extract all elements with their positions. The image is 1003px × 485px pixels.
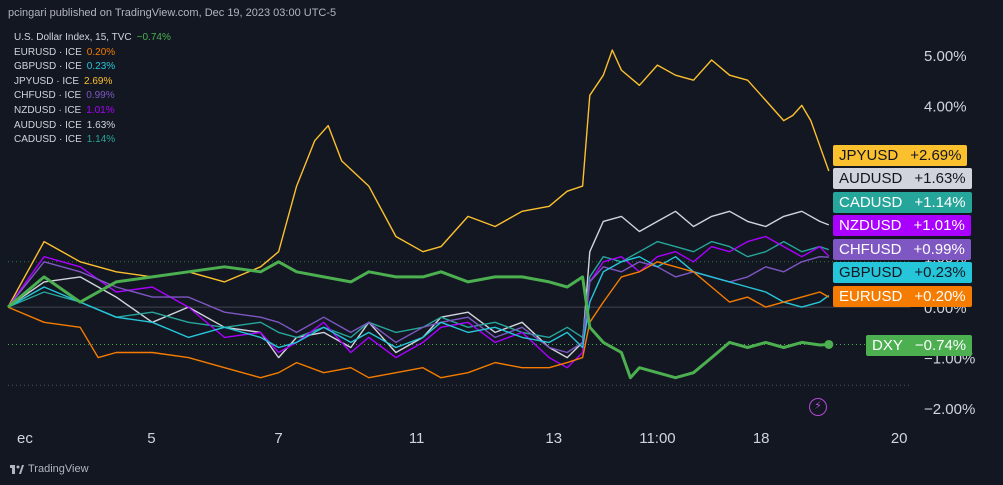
legend-item-audusd[interactable]: AUDUSD · ICE 1.63% xyxy=(14,119,171,134)
price-tag-name: AUDUSD xyxy=(839,170,903,187)
legend-item-chfusd[interactable]: CHFUSD · ICE 0.99% xyxy=(14,89,171,104)
series-legend: U.S. Dollar Index, 15, TVC −0.74% EURUSD ·… xyxy=(14,31,171,148)
legend-value: 1.14% xyxy=(86,134,116,146)
x-tick-label: 18 xyxy=(753,430,770,447)
series-line-eurusd xyxy=(7,261,830,379)
price-tag-gbpusd[interactable]: GBPUSD +0.23% xyxy=(833,262,972,283)
legend-label: CADUSD · ICE xyxy=(14,134,82,146)
price-tag-value: +1.14% xyxy=(914,194,966,211)
price-tag-value: +0.23% xyxy=(914,264,966,281)
price-tag-chfusd[interactable]: CHFUSD +0.99% xyxy=(833,239,971,260)
price-tag-value: +1.63% xyxy=(914,170,966,187)
x-tick-label: 7 xyxy=(274,430,282,447)
legend-value: 1.01% xyxy=(86,104,115,116)
legend-value: −0.74% xyxy=(136,32,171,43)
series-line-gbpusd xyxy=(7,256,830,349)
legend-value: 0.99% xyxy=(86,90,115,102)
y-tick-label: −2.00% xyxy=(924,401,975,418)
price-tag-name: NZDUSD xyxy=(839,217,902,234)
x-tick-label: 20 xyxy=(891,430,908,447)
series-line-audusd xyxy=(7,210,830,359)
legend-item-eurusd[interactable]: EURUSD · ICE 0.20% xyxy=(14,46,171,61)
price-tag-name: DXY xyxy=(872,337,903,354)
tradingview-icon xyxy=(10,464,24,474)
price-tag-value: +2.69% xyxy=(910,147,962,164)
x-tick-label: 11 xyxy=(409,430,425,447)
price-tag-name: GBPUSD xyxy=(839,264,903,281)
price-tag-name: CHFUSD xyxy=(839,241,902,258)
price-tag-nzdusd[interactable]: NZDUSD +1.01% xyxy=(833,215,971,236)
lightning-icon[interactable]: ⚡ xyxy=(809,398,827,416)
price-tag-name: EURUSD xyxy=(839,288,903,305)
series-line-jpyusd xyxy=(7,49,830,308)
price-tag-audusd[interactable]: AUDUSD +1.63% xyxy=(833,168,972,189)
legend-value: 2.69% xyxy=(84,75,113,87)
series-line-dxy xyxy=(7,260,829,380)
tradingview-logo[interactable]: TradingView xyxy=(10,463,89,475)
price-tag-value: +0.99% xyxy=(913,241,965,258)
price-tag-name: JPYUSD xyxy=(839,147,899,164)
y-tick-label: 4.00% xyxy=(924,98,967,115)
legend-item-nzdusd[interactable]: NZDUSD · ICE 1.01% xyxy=(14,104,171,119)
price-tag-value: +0.20% xyxy=(914,288,966,305)
legend-label: CHFUSD · ICE xyxy=(14,90,82,102)
legend-value: 1.63% xyxy=(86,119,116,131)
legend-label: U.S. Dollar Index, 15, TVC xyxy=(14,32,132,43)
publisher-line: pcingari published on TradingView.com, D… xyxy=(8,7,337,19)
legend-label: AUDUSD · ICE xyxy=(14,119,82,131)
legend-label: GBPUSD · ICE xyxy=(14,61,82,73)
price-tag-cadusd[interactable]: CADUSD +1.14% xyxy=(833,192,972,213)
x-tick-label: 13 xyxy=(545,430,562,447)
price-tag-eurusd[interactable]: EURUSD +0.20% xyxy=(833,286,972,307)
price-tag-value: −0.74% xyxy=(914,337,967,354)
series-line-chfusd xyxy=(7,256,829,354)
price-tag-jpyusd[interactable]: JPYUSD +2.69% xyxy=(833,145,968,166)
dxy-last-point xyxy=(824,339,834,349)
price-tag-value: +1.01% xyxy=(913,217,965,234)
legend-label: JPYUSD · ICE xyxy=(14,75,80,87)
legend-value: 0.20% xyxy=(86,46,116,58)
legend-label: NZDUSD · ICE xyxy=(14,104,82,116)
legend-value: 0.23% xyxy=(86,61,116,73)
legend-item-dxy[interactable]: U.S. Dollar Index, 15, TVC −0.74% xyxy=(14,31,171,46)
legend-item-gbpusd[interactable]: GBPUSD · ICE 0.23% xyxy=(14,60,171,75)
series-line-nzdusd xyxy=(7,235,830,369)
price-tag-name: CADUSD xyxy=(839,194,903,211)
x-tick-label: 5 xyxy=(147,430,155,447)
price-tag-dxy[interactable]: DXY −0.74% xyxy=(866,335,973,356)
brand-name: TradingView xyxy=(28,463,89,475)
y-tick-label: 5.00% xyxy=(924,48,967,65)
x-tick-label: 11:00 xyxy=(639,430,675,447)
legend-label: EURUSD · ICE xyxy=(14,46,82,58)
legend-item-cadusd[interactable]: CADUSD · ICE 1.14% xyxy=(14,133,171,148)
legend-item-jpyusd[interactable]: JPYUSD · ICE 2.69% xyxy=(14,75,171,90)
x-tick-label: ec xyxy=(17,430,33,447)
